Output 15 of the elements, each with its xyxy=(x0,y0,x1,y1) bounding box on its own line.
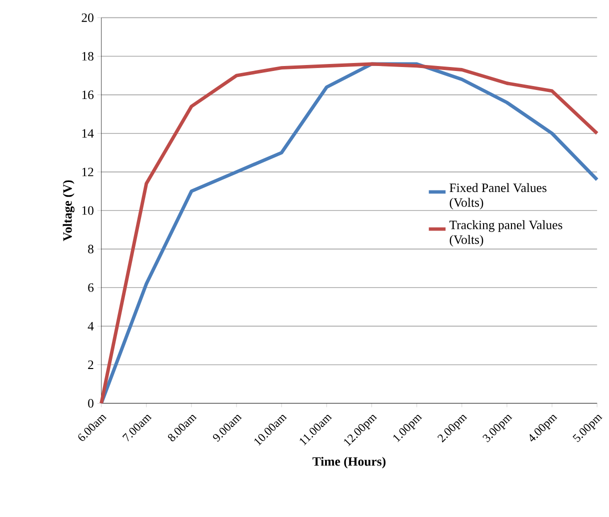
y-tick-label: 6 xyxy=(88,283,94,292)
y-tick-label: 16 xyxy=(82,90,94,99)
y-tick-label: 10 xyxy=(82,206,94,215)
y-tick-label: 8 xyxy=(88,244,94,254)
y-tick-label: 0 xyxy=(88,398,94,408)
legend-label: Tracking panel Values (Volts) xyxy=(449,220,562,246)
y-tick-label: 20 xyxy=(82,13,94,22)
y-tick-label: 12 xyxy=(82,168,94,176)
y-tick-label: 4 xyxy=(88,322,94,330)
y-tick-label: 18 xyxy=(82,52,94,60)
y-tick-label: 14 xyxy=(82,128,94,138)
y-axis-title: Voltage (V) xyxy=(62,180,74,241)
x-axis-title: Time (Hours) xyxy=(312,456,386,468)
legend-label: Fixed Panel Values (Volts) xyxy=(450,182,546,210)
y-tick-label: 2 xyxy=(88,360,94,369)
